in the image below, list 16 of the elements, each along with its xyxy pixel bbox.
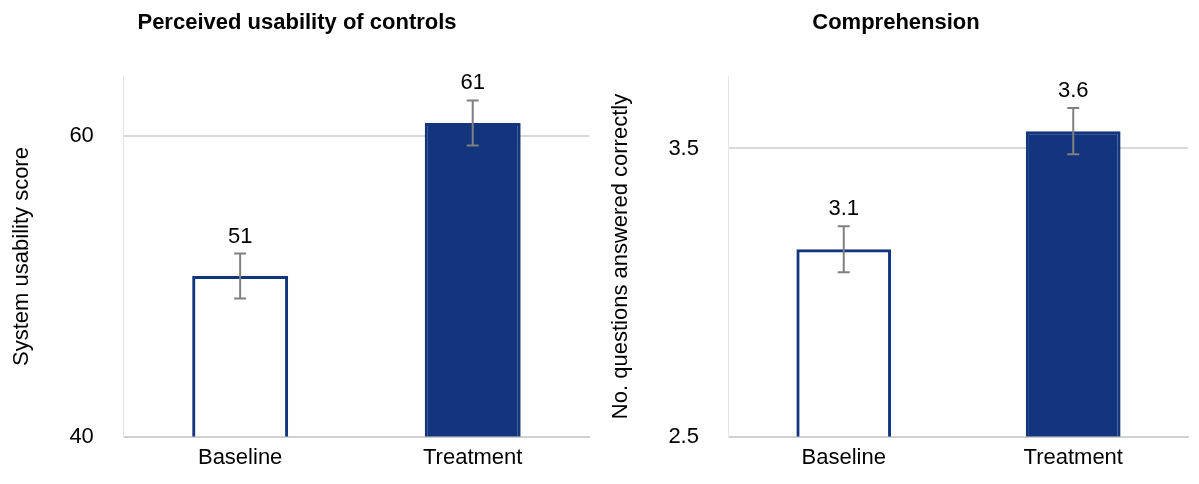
chart-title: Perceived usability of controls xyxy=(137,9,457,35)
y-axis-title: System usability score xyxy=(8,147,34,366)
y-tick-label: 40 xyxy=(69,422,94,448)
y-tick-label: 3.5 xyxy=(668,134,699,160)
y-tick-label: 60 xyxy=(69,122,94,148)
y-tick-label: 2.5 xyxy=(668,422,699,448)
y-axis-title: No. questions answered correctly xyxy=(607,93,633,420)
data-label: 61 xyxy=(460,69,485,95)
chart-title: Comprehension xyxy=(812,9,980,35)
x-tick-label: Baseline xyxy=(801,443,886,469)
x-tick-label: Treatment xyxy=(422,443,523,469)
x-tick-label: Treatment xyxy=(1023,443,1123,469)
data-label: 3.6 xyxy=(1057,77,1089,103)
data-label: 51 xyxy=(227,222,253,248)
data-label: 3.1 xyxy=(828,195,860,221)
x-tick-label: Baseline xyxy=(197,443,283,469)
